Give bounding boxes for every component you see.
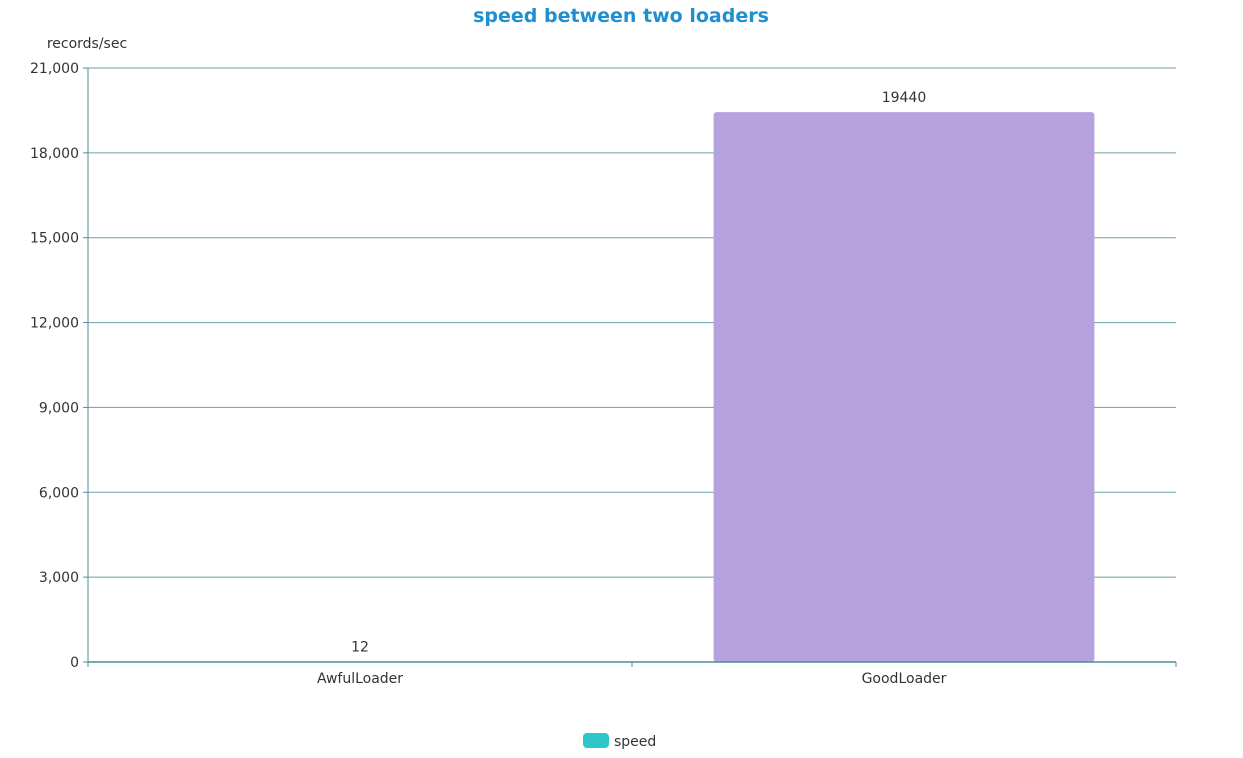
legend-swatch-speed[interactable] bbox=[583, 733, 609, 748]
data-label-goodloader: 19440 bbox=[882, 90, 927, 106]
y-axis-label: records/sec bbox=[47, 36, 127, 52]
legend[interactable]: speed bbox=[583, 733, 656, 750]
y-tick-label: 15,000 bbox=[30, 231, 79, 247]
bars bbox=[170, 112, 1095, 662]
legend-label-speed[interactable]: speed bbox=[614, 734, 656, 750]
y-tick-label: 9,000 bbox=[39, 400, 79, 416]
y-tick-label: 18,000 bbox=[30, 146, 79, 162]
bar-goodloader[interactable] bbox=[714, 112, 1095, 662]
y-tick-label: 0 bbox=[70, 655, 79, 671]
x-tick-label: GoodLoader bbox=[862, 671, 947, 687]
y-tick-label: 3,000 bbox=[39, 570, 79, 586]
chart-title: speed between two loaders bbox=[473, 5, 769, 27]
y-tick-label: 12,000 bbox=[30, 316, 79, 332]
x-tick-label: AwfulLoader bbox=[317, 671, 403, 687]
y-tick-label: 6,000 bbox=[39, 485, 79, 501]
y-tick-label: 21,000 bbox=[30, 61, 79, 77]
data-label-awfulloader: 12 bbox=[351, 640, 369, 656]
